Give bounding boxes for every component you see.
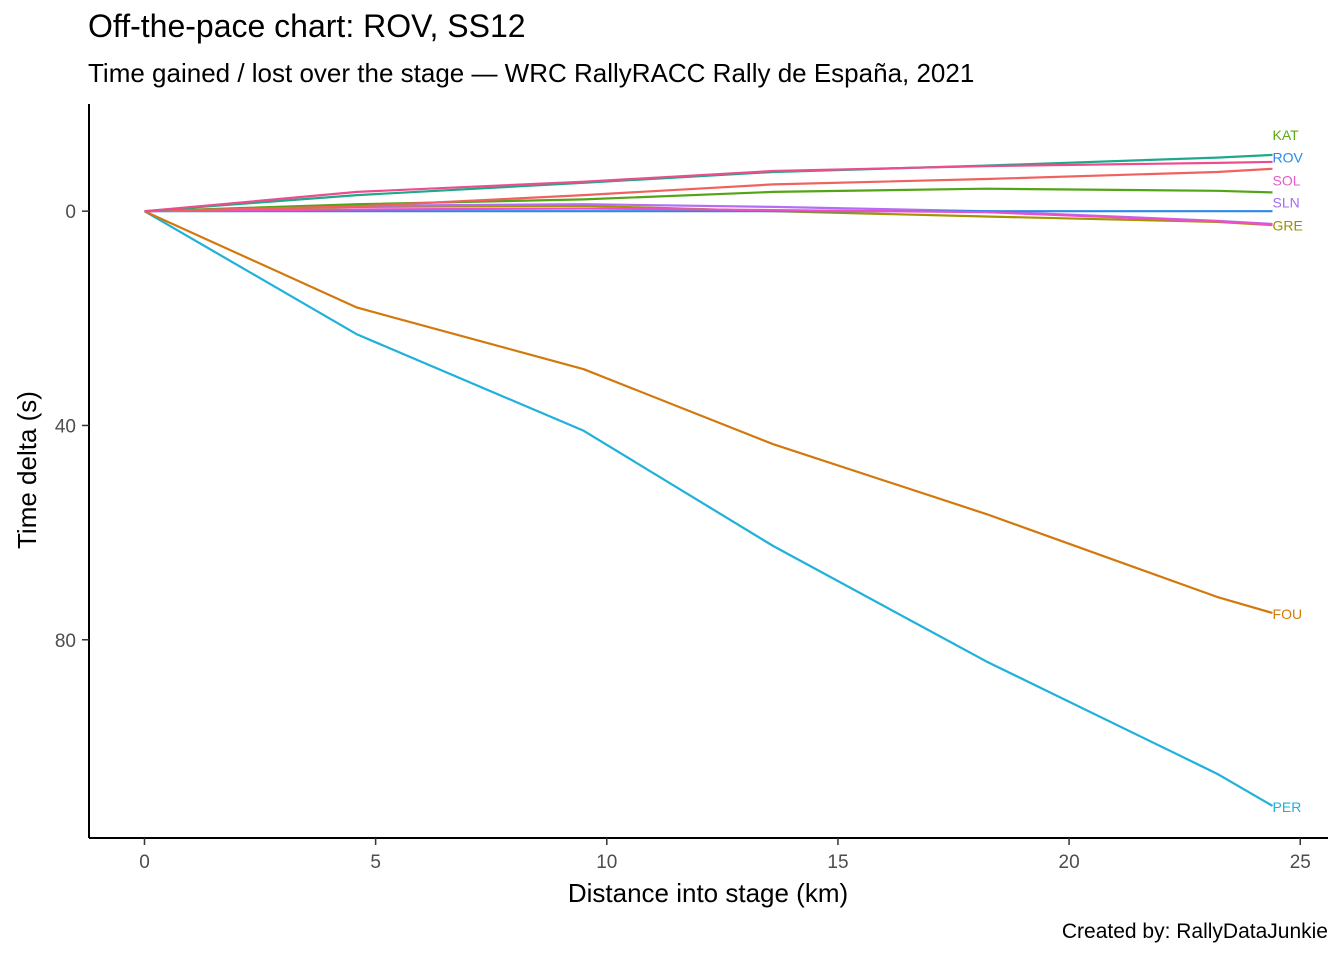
x-tick-label: 5 xyxy=(370,852,381,873)
x-axis-title: Distance into stage (km) xyxy=(568,878,848,908)
chart-caption: Created by: RallyDataJunkie xyxy=(1061,920,1328,943)
y-tick-label: 80 xyxy=(55,631,76,652)
end-labels-layer: KAT ROV SOL SLN GRE FOU PER xyxy=(1273,127,1304,815)
chart-title: Off-the-pace chart: ROV, SS12 xyxy=(88,8,526,44)
chart-subtitle: Time gained / lost over the stage — WRC … xyxy=(88,58,975,88)
end-label-per: PER xyxy=(1273,799,1302,815)
x-tick-label: 0 xyxy=(139,852,150,873)
series-line-kat xyxy=(144,153,1273,213)
x-tick-label: 20 xyxy=(1059,852,1080,873)
x-tick-label: 15 xyxy=(827,852,848,873)
end-label-sol: SOL xyxy=(1273,173,1301,189)
end-label-sln: SLN xyxy=(1273,195,1300,211)
end-label-gre: GRE xyxy=(1273,218,1303,234)
series-line-sol xyxy=(144,207,1273,226)
end-label-kat: KAT xyxy=(1273,127,1300,143)
y-tick-label: 40 xyxy=(55,416,76,437)
axes-layer: 0 5 10 15 20 25 0 40 80 xyxy=(55,104,1328,873)
series-layer xyxy=(143,153,1274,807)
series-line-unlabeled-6 xyxy=(144,187,1273,213)
series-line-unlabeled-9 xyxy=(144,160,1273,213)
x-tick-label: 10 xyxy=(596,852,617,873)
series-line-unlabeled-7 xyxy=(144,167,1273,213)
y-tick-label: 0 xyxy=(65,202,76,223)
series-line-fou xyxy=(144,210,1273,615)
end-label-rov: ROV xyxy=(1273,150,1304,166)
series-line-per xyxy=(143,210,1274,807)
end-label-fou: FOU xyxy=(1273,606,1303,622)
x-tick-label: 25 xyxy=(1290,852,1311,873)
y-axis-title: Time delta (s) xyxy=(12,391,42,549)
